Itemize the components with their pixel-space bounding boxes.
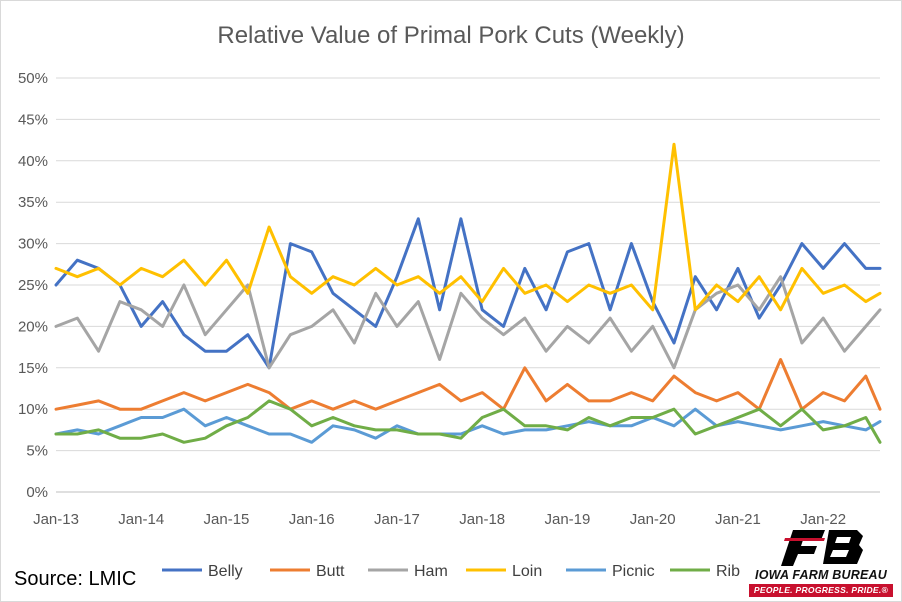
x-tick-label: Jan-17 — [374, 511, 420, 528]
x-tick-label: Jan-21 — [715, 511, 761, 528]
y-tick-label: 0% — [26, 484, 48, 501]
legend-label: Rib — [716, 563, 740, 580]
legend-item-picnic: Picnic — [566, 563, 655, 580]
y-tick-label: 20% — [18, 318, 48, 335]
source-note: Source: LMIC — [14, 568, 137, 590]
series-line-ham — [54, 275, 882, 370]
legend-item-rib: Rib — [670, 563, 740, 580]
fb-logo-mark-icon — [781, 530, 863, 566]
x-tick-label: Jan-18 — [459, 511, 505, 528]
y-tick-label: 30% — [18, 236, 48, 253]
x-tick-labels: Jan-13 Jan-14 Jan-15 Jan-16 Jan-17 Jan-18 Jan-… — [33, 511, 846, 528]
legend-label: Loin — [512, 563, 542, 580]
legend-item-loin: Loin — [466, 563, 542, 580]
y-tick-label: 45% — [18, 111, 48, 128]
x-tick-label: Jan-14 — [118, 511, 164, 528]
chart-title: Relative Value of Primal Pork Cuts (Week… — [217, 22, 685, 49]
series-lines — [54, 142, 882, 444]
iowa-farm-bureau-logo: IOWA FARM BUREAU PEOPLE. PROGRESS. PRIDE… — [745, 528, 897, 598]
legend-item-butt: Butt — [270, 563, 345, 580]
series-line-rib — [54, 399, 882, 444]
y-tick-label: 5% — [26, 443, 48, 460]
y-tick-labels: 0% 5% 10% 15% 20% 25% 30% 35% 40% 45% 50% — [18, 70, 48, 501]
logo-tagline: PEOPLE. PROGRESS. PRIDE.® — [749, 584, 893, 597]
x-tick-label: Jan-13 — [33, 511, 79, 528]
series-line-loin — [54, 142, 882, 312]
y-tick-label: 10% — [18, 401, 48, 418]
y-tick-label: 50% — [18, 70, 48, 87]
legend: Belly Butt Ham Loin Picnic Rib — [162, 563, 740, 580]
legend-label: Butt — [316, 563, 345, 580]
series-line-butt — [54, 358, 882, 411]
x-tick-label: Jan-22 — [800, 511, 846, 528]
x-tick-label: Jan-16 — [289, 511, 335, 528]
legend-item-ham: Ham — [368, 563, 448, 580]
y-tick-label: 25% — [18, 277, 48, 294]
legend-label: Picnic — [612, 563, 655, 580]
legend-item-belly: Belly — [162, 563, 243, 580]
x-tick-label: Jan-15 — [204, 511, 250, 528]
y-tick-label: 40% — [18, 153, 48, 170]
logo-name: IOWA FARM BUREAU — [755, 568, 887, 582]
x-tick-label: Jan-20 — [630, 511, 676, 528]
y-tick-label: 15% — [18, 360, 48, 377]
legend-label: Ham — [414, 563, 448, 580]
series-line-belly — [54, 217, 882, 370]
x-tick-label: Jan-19 — [545, 511, 591, 528]
series-line-picnic — [54, 407, 882, 444]
y-tick-label: 35% — [18, 194, 48, 211]
legend-label: Belly — [208, 563, 243, 580]
